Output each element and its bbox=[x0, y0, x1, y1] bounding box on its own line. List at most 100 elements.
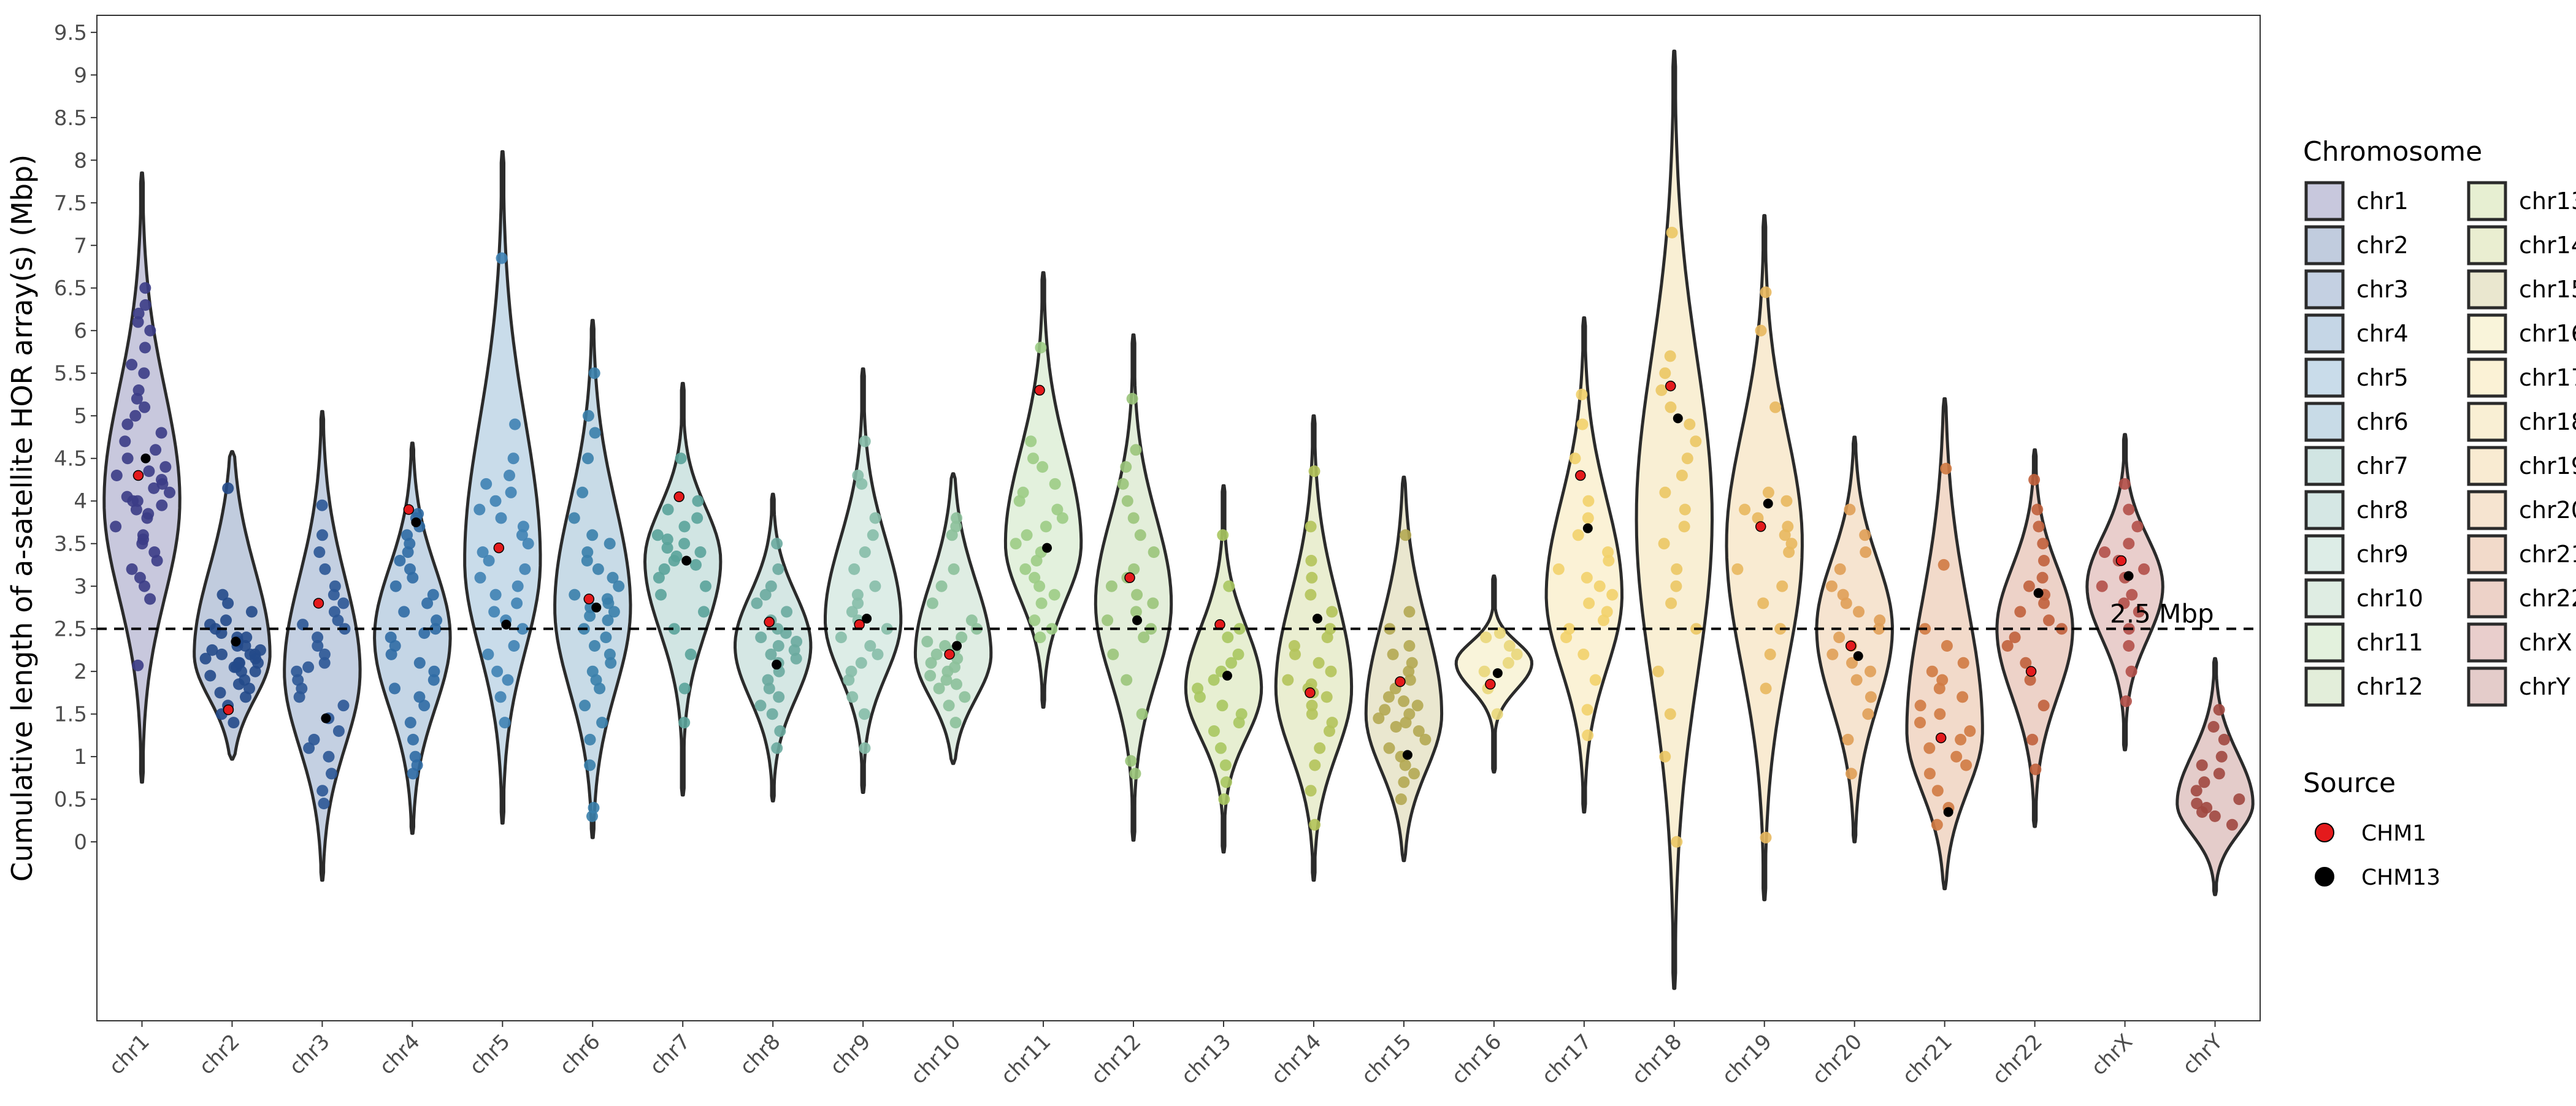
point-chr19 bbox=[1760, 286, 1772, 299]
y-tick-label: 8.5 bbox=[54, 106, 87, 131]
chm1-point-chr6 bbox=[583, 593, 595, 604]
point-chr14 bbox=[1321, 691, 1333, 703]
point-chr17 bbox=[1552, 563, 1565, 575]
x-tick-label-chr14: chr14 bbox=[1267, 1029, 1326, 1089]
point-chr9 bbox=[858, 708, 870, 720]
legend-label-chrX: chrX bbox=[2519, 629, 2572, 656]
chm1-point-chrX bbox=[2115, 555, 2127, 566]
point-chrX bbox=[2125, 665, 2137, 677]
x-tick-label-chr11: chr11 bbox=[996, 1029, 1056, 1089]
point-chr15 bbox=[1398, 695, 1410, 707]
point-chr10 bbox=[930, 648, 943, 660]
point-chr7 bbox=[684, 648, 697, 660]
point-chr20 bbox=[1842, 733, 1854, 746]
point-chr5 bbox=[494, 691, 507, 703]
point-chr14 bbox=[1305, 521, 1317, 533]
point-chr11 bbox=[1027, 452, 1039, 465]
point-chr6 bbox=[588, 367, 600, 379]
chm13-point-chr22 bbox=[2033, 588, 2044, 598]
x-tick-label-chr10: chr10 bbox=[906, 1029, 965, 1089]
point-chr19 bbox=[1760, 682, 1772, 695]
point-chr4 bbox=[412, 508, 424, 520]
point-chr5 bbox=[522, 538, 534, 550]
point-chr6 bbox=[579, 700, 591, 712]
point-chr9 bbox=[859, 546, 871, 559]
point-chr12 bbox=[1125, 755, 1137, 767]
point-chr4 bbox=[404, 717, 416, 729]
point-chr13 bbox=[1216, 700, 1229, 712]
y-tick-label: 0 bbox=[74, 830, 87, 855]
point-chr1 bbox=[119, 435, 131, 448]
legend-label-chrY: chrY bbox=[2519, 673, 2571, 700]
point-chr10 bbox=[949, 717, 962, 729]
point-chr1 bbox=[139, 341, 151, 354]
chm13-point-chr11 bbox=[1042, 543, 1052, 553]
chm13-point-chr21 bbox=[1943, 807, 1953, 817]
point-chr3 bbox=[332, 725, 345, 737]
point-chrX bbox=[2099, 546, 2110, 559]
point-chr3 bbox=[318, 657, 331, 669]
point-chr7 bbox=[658, 563, 670, 575]
point-chr10 bbox=[921, 636, 933, 647]
point-chr10 bbox=[950, 521, 962, 533]
legend-key-chr7 bbox=[2304, 446, 2345, 486]
point-chr18 bbox=[1655, 384, 1668, 396]
point-chr21 bbox=[1931, 785, 1944, 797]
chm13-point-chr10 bbox=[952, 641, 962, 651]
point-chr6 bbox=[596, 717, 608, 729]
point-chr21 bbox=[1923, 742, 1936, 754]
point-chr13 bbox=[1208, 725, 1220, 737]
point-chr12 bbox=[1148, 546, 1160, 559]
point-chr1 bbox=[131, 495, 144, 507]
point-chr13 bbox=[1220, 776, 1232, 788]
point-chr5 bbox=[505, 486, 517, 498]
point-chr5 bbox=[504, 470, 515, 481]
point-chr14 bbox=[1306, 700, 1318, 712]
point-chr22 bbox=[2024, 674, 2036, 686]
point-chr14 bbox=[1326, 606, 1338, 618]
point-chr2 bbox=[220, 614, 232, 627]
point-chr16 bbox=[1494, 627, 1506, 639]
point-chr22 bbox=[2037, 538, 2049, 550]
point-chr17 bbox=[1576, 389, 1588, 400]
point-chr15 bbox=[1395, 793, 1407, 806]
y-axis-label: Cumulative length of a-satellite HOR arr… bbox=[6, 154, 39, 882]
point-chr7 bbox=[661, 542, 673, 554]
point-chr1 bbox=[137, 529, 149, 541]
point-chr3 bbox=[291, 665, 303, 677]
point-chr3 bbox=[316, 499, 328, 511]
point-chr16 bbox=[1491, 708, 1503, 720]
point-chr17 bbox=[1572, 529, 1584, 541]
legend-label-chr3: chr3 bbox=[2356, 276, 2409, 303]
legend-key-chr6 bbox=[2304, 402, 2345, 442]
point-chr11 bbox=[1021, 529, 1033, 541]
point-chr12 bbox=[1129, 768, 1141, 780]
point-chr5 bbox=[473, 503, 486, 516]
point-chr8 bbox=[759, 589, 772, 601]
point-chr18 bbox=[1681, 452, 1693, 465]
point-chrX bbox=[2138, 563, 2150, 575]
point-chr17 bbox=[1606, 589, 1619, 601]
point-chr18 bbox=[1671, 563, 1683, 575]
point-chr6 bbox=[582, 452, 594, 465]
point-chr11 bbox=[1049, 478, 1061, 490]
chm1-point-chr2 bbox=[223, 704, 234, 715]
point-chr17 bbox=[1582, 729, 1594, 741]
point-chr3 bbox=[292, 674, 304, 686]
point-chr14 bbox=[1282, 674, 1294, 686]
point-chr5 bbox=[516, 623, 529, 635]
point-chr1 bbox=[142, 508, 155, 520]
point-chr3 bbox=[316, 785, 329, 797]
point-chr9 bbox=[859, 435, 871, 448]
point-chr3 bbox=[328, 589, 340, 601]
point-chr14 bbox=[1324, 623, 1336, 635]
point-chr10 bbox=[959, 691, 971, 703]
point-chr8 bbox=[772, 563, 784, 575]
point-chr3 bbox=[323, 750, 335, 763]
point-chr5 bbox=[516, 529, 528, 541]
point-chr1 bbox=[121, 452, 134, 465]
point-chr17 bbox=[1589, 674, 1601, 686]
point-chr21 bbox=[1964, 725, 1976, 737]
point-chr14 bbox=[1314, 742, 1326, 754]
point-chr5 bbox=[495, 512, 507, 524]
